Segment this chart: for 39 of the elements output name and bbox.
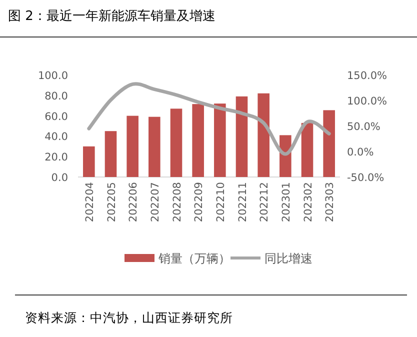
y2-tick-label: 50.0%	[347, 121, 380, 133]
x-tick-label: 202303	[324, 182, 336, 222]
bar	[214, 104, 226, 177]
y-tick-label: 20.0	[44, 152, 68, 164]
y2-tick-label: 150.0%	[347, 70, 388, 82]
y2-tick-label: -50.0%	[347, 172, 384, 184]
legend-label: 销量（万辆）	[158, 252, 230, 266]
x-tick-label: 202208	[171, 182, 184, 222]
x-tick-label: 202212	[258, 182, 271, 222]
x-tick-label: 202204	[84, 182, 96, 222]
line-series	[87, 82, 331, 156]
y-tick-label: 40.0	[44, 131, 68, 144]
title: 图 2：最近一年新能源车销量及增速	[8, 9, 216, 24]
x-tick-label: 202205	[106, 182, 118, 222]
bar	[236, 96, 248, 177]
bar	[104, 131, 117, 177]
x-tick-label: 202302	[302, 182, 314, 222]
x-tick-label: 202207	[149, 182, 162, 222]
bar	[83, 146, 95, 177]
y-tick-label: 60.0	[44, 110, 68, 123]
y-tick-label: 80.0	[44, 90, 68, 102]
y2-tick-label: 0.0%	[347, 146, 374, 158]
y-tick-label: 0.0	[51, 172, 68, 184]
x-tick-label: 202301	[280, 182, 292, 222]
y2-tick-label: 100.0%	[347, 96, 388, 108]
x-tick-label: 202209	[193, 182, 206, 222]
legend-label: 同比增速	[264, 252, 312, 266]
y-tick-label: 100.0	[38, 70, 68, 82]
bar	[301, 122, 314, 177]
bar	[258, 93, 270, 177]
text: 资料来源：中汽协，山西证券研究所	[25, 310, 233, 325]
bar	[126, 116, 138, 177]
bar	[192, 104, 204, 177]
x-tick-label: 202211	[236, 182, 249, 222]
bar	[170, 108, 182, 177]
bar	[323, 110, 335, 177]
x-tick-label: 202206	[128, 182, 140, 222]
bar	[148, 116, 160, 177]
x-tick-label: 202210	[214, 182, 227, 222]
